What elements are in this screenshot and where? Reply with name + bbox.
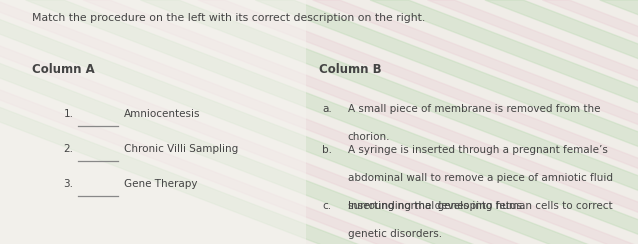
Text: 1.: 1. xyxy=(63,109,73,119)
Text: a.: a. xyxy=(322,104,332,114)
Polygon shape xyxy=(313,0,638,244)
FancyBboxPatch shape xyxy=(0,0,306,244)
Text: Column A: Column A xyxy=(32,63,94,76)
Text: c.: c. xyxy=(322,201,331,211)
Polygon shape xyxy=(83,0,638,244)
Polygon shape xyxy=(542,0,638,244)
Polygon shape xyxy=(26,0,638,244)
Text: A syringe is inserted through a pregnant female’s: A syringe is inserted through a pregnant… xyxy=(348,145,607,155)
Text: 3.: 3. xyxy=(63,179,73,189)
Text: chorion.: chorion. xyxy=(348,132,390,142)
Polygon shape xyxy=(140,0,638,244)
Polygon shape xyxy=(600,0,638,244)
Text: Gene Therapy: Gene Therapy xyxy=(124,179,198,189)
Text: Inserting normal genes into human cells to correct: Inserting normal genes into human cells … xyxy=(348,201,612,211)
Text: Column B: Column B xyxy=(319,63,382,76)
Text: 2.: 2. xyxy=(63,144,73,154)
Text: Match the procedure on the left with its correct description on the right.: Match the procedure on the left with its… xyxy=(32,13,425,23)
Text: A small piece of membrane is removed from the: A small piece of membrane is removed fro… xyxy=(348,104,600,114)
Polygon shape xyxy=(198,0,638,244)
Text: Chronic Villi Sampling: Chronic Villi Sampling xyxy=(124,144,239,154)
Polygon shape xyxy=(485,0,638,244)
Text: Amniocentesis: Amniocentesis xyxy=(124,109,201,119)
Text: b.: b. xyxy=(322,145,332,155)
Text: surrounding the developing fetus.: surrounding the developing fetus. xyxy=(348,201,525,211)
Polygon shape xyxy=(370,0,638,244)
Polygon shape xyxy=(427,0,638,244)
Polygon shape xyxy=(255,0,638,244)
Text: genetic disorders.: genetic disorders. xyxy=(348,229,442,239)
Text: abdominal wall to remove a piece of amniotic fluid: abdominal wall to remove a piece of amni… xyxy=(348,173,612,183)
